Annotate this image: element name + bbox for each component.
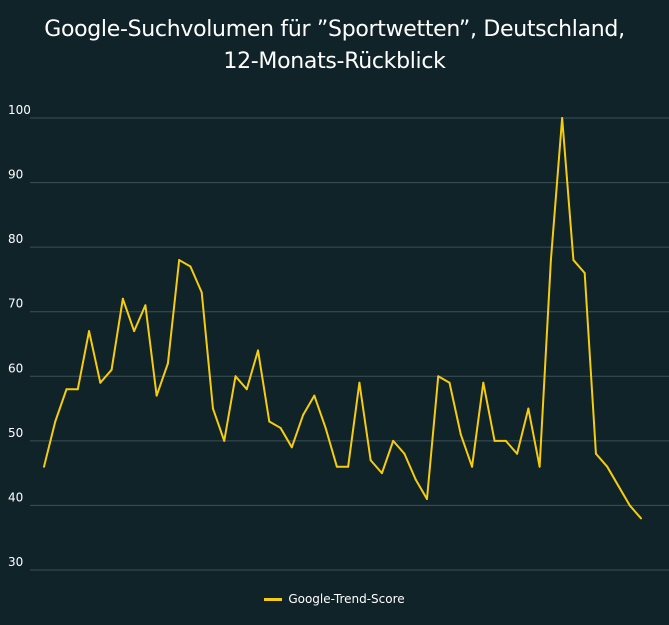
data-point [493,439,496,442]
data-point [358,381,361,384]
data-point [234,375,237,378]
data-point [121,297,124,300]
data-point [617,485,620,488]
data-point [437,375,440,378]
data-point [538,465,541,468]
series-line-google-trend-score [43,117,642,519]
chart-title: Google-Suchvolumen für ”Sportwetten”, De… [0,14,669,78]
data-point [516,452,519,455]
data-point [245,388,248,391]
data-point [369,459,372,462]
data-point [335,465,338,468]
data-point [166,362,169,365]
data-point [448,381,451,384]
data-point [133,330,136,333]
data-point [223,439,226,442]
data-point [572,259,575,262]
y-tick-label: 70 [8,297,23,311]
data-point [606,465,609,468]
data-point [561,117,564,119]
data-point [392,439,395,442]
data-point [628,504,631,507]
data-point [200,291,203,294]
data-point [189,265,192,268]
chart-title-line-1: Google-Suchvolumen für ”Sportwetten”, De… [44,17,625,42]
data-point [279,426,282,429]
data-point [459,433,462,436]
legend: Google-Trend-Score [0,592,669,606]
data-point [54,420,57,423]
data-point [324,426,327,429]
data-point [178,259,181,262]
y-tick-label: 30 [8,555,23,569]
data-point [583,271,586,274]
data-point [549,259,552,262]
data-point [268,420,271,423]
data-point [425,497,428,500]
y-tick-label: 60 [8,361,23,375]
data-point [144,304,147,307]
series-layer [43,117,642,520]
data-point [313,394,316,397]
data-point [594,452,597,455]
data-point [43,465,45,468]
y-tick-label: 50 [8,426,23,440]
data-point [76,388,79,391]
data-point [414,478,417,481]
data-point [257,349,260,352]
data-point [211,407,214,410]
data-point [155,394,158,397]
data-point [110,368,113,371]
data-point [527,407,530,410]
data-point [482,381,485,384]
y-tick-label: 90 [8,168,23,182]
data-point [504,439,507,442]
data-point [302,414,305,417]
y-tick-label: 80 [8,232,23,246]
data-point [403,452,406,455]
gridlines [30,117,669,571]
data-point [380,472,383,475]
chart-title-line-2: 12-Monats-Rückblick [223,49,446,74]
y-tick-label: 40 [8,490,23,504]
data-point [640,517,642,520]
legend-label: Google-Trend-Score [288,592,405,606]
y-axis-tick-labels: 30 40 50 60 70 80 90 100 [8,103,31,569]
data-point [65,388,68,391]
data-point [290,446,293,449]
data-point [471,465,474,468]
legend-swatch [264,597,283,601]
data-point [99,381,102,384]
data-point [347,465,350,468]
data-point [88,330,91,333]
y-tick-label: 100 [8,103,31,117]
